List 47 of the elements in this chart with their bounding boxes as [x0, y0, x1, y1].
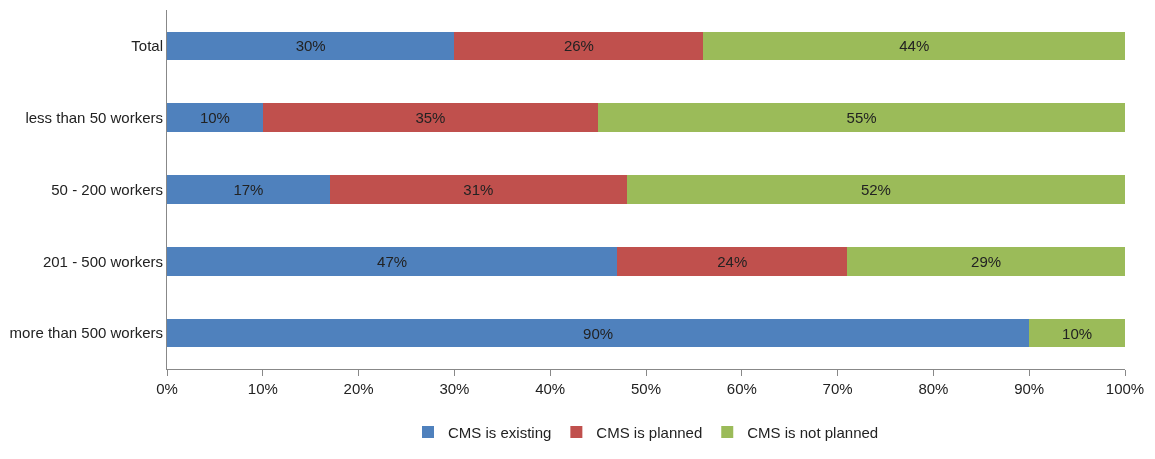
data-label: 31%	[463, 181, 494, 198]
x-tick-label: 100%	[1105, 380, 1145, 397]
data-label: 17%	[233, 181, 264, 198]
data-label: 24%	[717, 252, 748, 270]
x-tick-label: 20%	[343, 380, 374, 397]
data-label: 47%	[377, 252, 408, 270]
bar	[167, 31, 455, 61]
legend-label: CMS is not planned	[747, 423, 879, 441]
bar	[167, 246, 618, 276]
data-label: 90%	[583, 324, 614, 342]
bar	[167, 175, 330, 204]
y-tick-label: 50 - 200 workers	[51, 180, 163, 198]
data-label: 52%	[860, 181, 891, 198]
y-tick-label: Total	[131, 37, 163, 55]
data-label: 10%	[199, 109, 230, 127]
x-tick-label: 80%	[918, 380, 949, 397]
x-tick-label: 60%	[726, 380, 757, 397]
data-label: 10%	[1062, 324, 1093, 342]
bar	[167, 103, 263, 133]
bar	[617, 246, 848, 276]
bar	[167, 318, 1030, 348]
bar	[703, 31, 1125, 61]
data-label: 35%	[415, 109, 446, 127]
x-tick-label: 50%	[630, 380, 662, 397]
x-tick-label: 10%	[247, 380, 278, 397]
data-label: 26%	[563, 37, 594, 55]
bar	[626, 175, 1125, 204]
bar	[262, 103, 599, 133]
bar	[329, 175, 627, 204]
data-label: 55%	[846, 109, 877, 127]
legend-label: CMS is existing	[448, 423, 552, 441]
bar	[847, 246, 1125, 276]
data-label: 29%	[971, 252, 1002, 270]
bar	[1029, 318, 1125, 348]
y-tick-label: more than 500 workers	[9, 324, 163, 342]
x-tick-label: 90%	[1014, 380, 1045, 397]
bar	[598, 103, 1125, 133]
y-tick-label: 201 - 500 workers	[42, 252, 163, 270]
x-tick-label: 0%	[156, 380, 178, 397]
data-label: 44%	[899, 37, 930, 55]
bar	[454, 31, 704, 61]
x-tick-label: 30%	[439, 380, 470, 397]
x-tick-label: 70%	[822, 380, 853, 397]
data-label: 30%	[295, 37, 326, 55]
legend-label: CMS is planned	[596, 423, 703, 441]
y-tick-label: less than 50 workers	[25, 108, 163, 126]
x-tick-label: 40%	[535, 380, 566, 397]
